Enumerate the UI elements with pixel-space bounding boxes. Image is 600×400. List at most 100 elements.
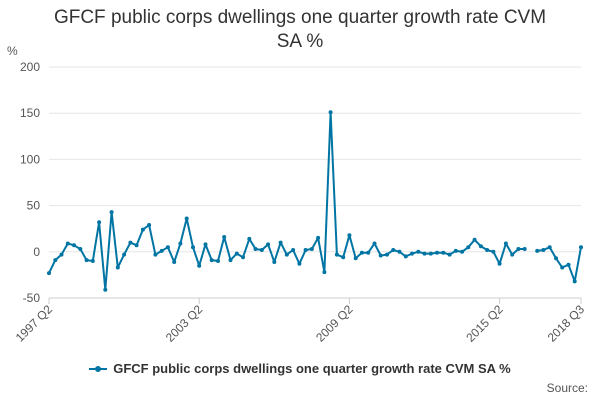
data-point[interactable]: [278, 240, 283, 245]
data-point[interactable]: [510, 252, 515, 257]
data-point[interactable]: [65, 241, 70, 246]
data-point[interactable]: [366, 250, 371, 255]
data-point[interactable]: [472, 237, 477, 242]
data-point[interactable]: [341, 255, 346, 260]
data-point[interactable]: [266, 242, 271, 247]
x-tick-label: 2003 Q2: [163, 302, 206, 345]
data-point[interactable]: [522, 247, 527, 251]
data-point[interactable]: [122, 252, 127, 257]
data-point[interactable]: [460, 249, 465, 254]
data-point[interactable]: [90, 259, 95, 263]
data-point[interactable]: [372, 241, 377, 246]
data-point[interactable]: [59, 252, 64, 257]
data-point[interactable]: [197, 263, 202, 268]
data-point[interactable]: [441, 250, 446, 255]
data-point[interactable]: [84, 258, 89, 263]
data-point[interactable]: [566, 262, 571, 267]
data-point[interactable]: [184, 216, 189, 221]
y-tick-label: 50: [27, 199, 41, 213]
data-point[interactable]: [259, 248, 264, 252]
data-point[interactable]: [209, 258, 214, 263]
x-tick-label: 2009 Q2: [313, 302, 356, 345]
data-point[interactable]: [422, 251, 427, 256]
data-point[interactable]: [103, 287, 108, 292]
data-point[interactable]: [53, 258, 58, 263]
data-point[interactable]: [140, 227, 145, 232]
data-point[interactable]: [547, 245, 552, 250]
data-point[interactable]: [334, 252, 339, 257]
data-point[interactable]: [134, 243, 139, 248]
data-point[interactable]: [378, 253, 383, 258]
data-point[interactable]: [253, 247, 258, 251]
y-tick-label: -50: [23, 291, 41, 305]
data-point[interactable]: [115, 265, 120, 270]
y-tick-label: 100: [20, 152, 40, 166]
x-tick-label: 2015 Q2: [463, 302, 506, 345]
data-point[interactable]: [322, 270, 327, 275]
y-axis-unit-label: %: [7, 44, 18, 58]
data-point[interactable]: [541, 248, 546, 252]
data-point[interactable]: [234, 251, 239, 256]
data-point[interactable]: [328, 110, 333, 115]
x-tick-label: 1997 Q2: [13, 302, 56, 345]
legend[interactable]: GFCF public corps dwellings one quarter …: [0, 361, 600, 377]
legend-label: GFCF public corps dwellings one quarter …: [113, 361, 511, 376]
data-point[interactable]: [291, 248, 296, 252]
data-point[interactable]: [247, 236, 252, 241]
data-point[interactable]: [309, 247, 314, 251]
data-point[interactable]: [203, 242, 208, 247]
data-point[interactable]: [159, 248, 164, 253]
data-point[interactable]: [228, 258, 233, 263]
data-point[interactable]: [416, 249, 421, 254]
data-point[interactable]: [403, 254, 408, 259]
source-note: Source:: [546, 381, 588, 395]
data-point[interactable]: [485, 248, 490, 252]
data-point[interactable]: [178, 241, 183, 246]
data-point[interactable]: [216, 259, 220, 263]
data-point[interactable]: [353, 256, 358, 261]
data-point[interactable]: [359, 250, 364, 255]
data-point[interactable]: [516, 247, 521, 251]
data-point[interactable]: [397, 249, 402, 254]
data-point[interactable]: [435, 250, 439, 255]
data-point[interactable]: [72, 243, 76, 248]
data-point[interactable]: [347, 233, 352, 238]
data-point[interactable]: [316, 235, 321, 240]
data-point[interactable]: [503, 241, 508, 246]
data-point[interactable]: [453, 248, 458, 253]
data-point[interactable]: [447, 252, 452, 257]
data-point[interactable]: [165, 245, 170, 250]
data-point[interactable]: [478, 244, 483, 249]
data-point[interactable]: [47, 271, 51, 276]
data-point[interactable]: [97, 220, 102, 225]
data-point[interactable]: [410, 251, 414, 256]
series-line: [48, 111, 525, 291]
data-point[interactable]: [128, 240, 133, 245]
data-point[interactable]: [272, 260, 277, 264]
data-point[interactable]: [572, 279, 577, 284]
y-tick-label: 150: [20, 106, 40, 120]
data-point[interactable]: [428, 251, 433, 256]
data-point[interactable]: [297, 261, 302, 266]
data-point[interactable]: [554, 256, 558, 261]
data-point[interactable]: [172, 260, 177, 264]
data-point[interactable]: [535, 248, 540, 253]
data-point[interactable]: [109, 210, 114, 215]
data-point[interactable]: [147, 223, 152, 227]
data-point[interactable]: [385, 252, 389, 257]
data-point[interactable]: [222, 235, 227, 239]
x-tick-label: 2018 Q3: [545, 302, 588, 345]
data-point[interactable]: [153, 252, 158, 257]
data-point[interactable]: [579, 245, 583, 250]
data-point[interactable]: [391, 248, 396, 252]
data-point[interactable]: [497, 261, 502, 266]
data-point[interactable]: [191, 245, 195, 250]
data-point[interactable]: [491, 249, 496, 254]
data-point[interactable]: [303, 248, 308, 252]
data-point[interactable]: [560, 265, 565, 270]
data-point[interactable]: [78, 247, 83, 251]
data-point[interactable]: [466, 245, 471, 250]
data-point[interactable]: [284, 252, 289, 257]
data-point[interactable]: [241, 255, 245, 260]
